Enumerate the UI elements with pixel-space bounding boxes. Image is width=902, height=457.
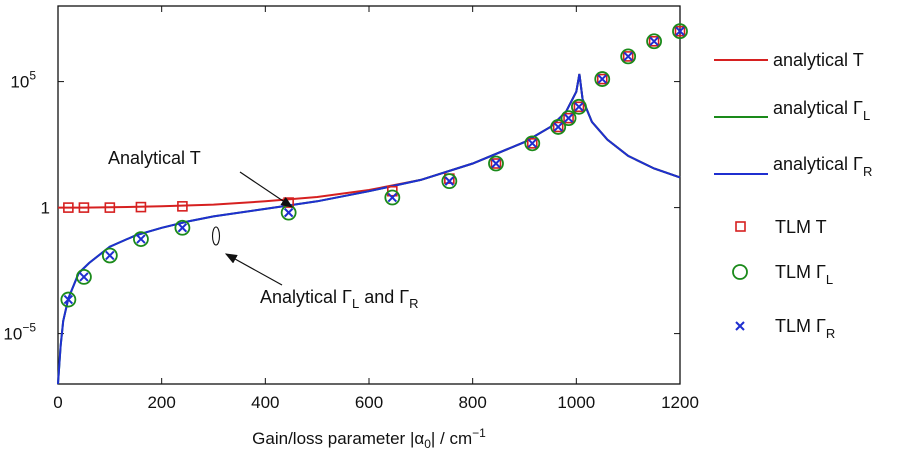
point-tlm-gamma-r <box>63 294 74 305</box>
legend-marker-tlm-t <box>735 221 746 232</box>
x-axis-label: Gain/loss parameter |α0| / cm−1 <box>252 426 486 451</box>
annotation-analytical-t-arrow <box>239 171 293 208</box>
point-tlm-t <box>104 202 116 213</box>
point-tlm-gamma-r <box>527 138 537 149</box>
annotation-analytical-t-text: Analytical T <box>108 148 201 168</box>
legend-label-tlm-gamma-r-base: TLM Γ <box>775 316 826 336</box>
legend-marker-tlm-gamma-r <box>735 321 745 331</box>
legend-label-analytical-gamma-r: analytical ΓR <box>773 154 872 179</box>
point-tlm-t <box>674 25 686 37</box>
point-tlm-t <box>135 201 147 213</box>
point-tlm-t <box>648 35 660 47</box>
x-tick-label: 1000 <box>557 393 595 412</box>
annotation-gamma-sub1: L <box>352 296 359 311</box>
point-tlm-gamma-l <box>101 247 118 264</box>
point-tlm-gamma-l <box>560 110 577 127</box>
point-tlm-t <box>526 138 538 149</box>
point-tlm-gamma-r <box>105 250 115 261</box>
legend-label-analytical-gamma-l: analytical ΓL <box>773 98 870 123</box>
legend-label-tlm-gamma-r-sub: R <box>826 326 835 341</box>
point-tlm-gamma-r <box>623 51 633 62</box>
legend-label-analytical-gamma-l-base: analytical Γ <box>773 98 863 118</box>
point-tlm-gamma-r <box>597 74 607 84</box>
annotation-analytical-gamma: Analytical ΓL and ΓR <box>211 226 419 311</box>
legend-marker-tlm-gamma-l <box>732 264 748 280</box>
legend-label-tlm-gamma-l-base: TLM Γ <box>775 262 826 282</box>
point-tlm-t <box>596 73 608 85</box>
point-tlm-gamma-l <box>571 98 587 115</box>
point-tlm-t <box>78 202 90 213</box>
point-tlm-gamma-r <box>675 26 685 36</box>
point-tlm-t <box>177 201 188 212</box>
x-axis-label-mid: | / cm <box>431 429 472 448</box>
point-tlm-gamma-r <box>649 36 659 46</box>
x-tick-label: 400 <box>251 393 279 412</box>
y-tick-label: 1 <box>41 199 50 218</box>
point-tlm-gamma-r <box>563 113 574 123</box>
point-tlm-gamma-r <box>574 102 584 112</box>
point-tlm-gamma-l <box>60 291 77 308</box>
point-tlm-gamma-r <box>444 176 455 186</box>
annotation-gamma-mid: and Γ <box>359 287 409 307</box>
x-axis-label-pre: Gain/loss parameter |α <box>252 429 424 448</box>
point-tlm-gamma-r <box>387 192 398 203</box>
legend-label-analytical-gamma-r-sub: R <box>863 164 872 179</box>
legend-label-tlm-t: TLM T <box>775 217 827 237</box>
annotation-gamma-sub2: R <box>409 296 418 311</box>
x-axis-label-sup: −1 <box>472 426 486 440</box>
x-tick-label: 800 <box>458 393 486 412</box>
point-tlm-gamma-l <box>488 155 504 172</box>
x-tick-label: 600 <box>355 393 383 412</box>
x-tick-label: 1200 <box>661 393 699 412</box>
annotation-analytical-gamma-text: Analytical ΓL and ΓR <box>260 287 419 311</box>
point-tlm-gamma-l <box>594 71 611 87</box>
annotation-analytical-gamma-arrow <box>224 253 283 286</box>
point-tlm-gamma-l <box>133 231 149 248</box>
x-axis-label-sub: 0 <box>424 437 431 451</box>
y-tick-label: 10−5 <box>3 321 36 344</box>
legend-label-analytical-t: analytical T <box>773 50 864 70</box>
point-tlm-gamma-l <box>76 268 92 285</box>
point-tlm-t <box>490 158 502 169</box>
legend-label-tlm-gamma-r: TLM ΓR <box>775 316 835 341</box>
point-tlm-t <box>552 121 564 133</box>
legend: analytical T analytical ΓL analytical ΓR… <box>714 50 872 341</box>
series-layer <box>57 23 688 385</box>
x-tick-label: 0 <box>53 393 62 412</box>
annotation-gamma-pre: Analytical Γ <box>260 287 352 307</box>
point-tlm-gamma-r <box>553 122 563 132</box>
y-tick-label: 105 <box>10 69 36 92</box>
point-tlm-gamma-l <box>174 219 191 236</box>
point-tlm-gamma-r <box>136 234 146 244</box>
x-tick-label: 200 <box>147 393 175 412</box>
point-tlm-gamma-r <box>491 158 501 169</box>
point-tlm-t <box>622 51 634 62</box>
point-tlm-gamma-r <box>283 207 294 218</box>
point-tlm-gamma-l <box>672 23 688 40</box>
legend-label-tlm-gamma-l-sub: L <box>826 272 833 287</box>
point-tlm-gamma-l <box>384 189 401 206</box>
legend-label-analytical-gamma-l-sub: L <box>863 108 870 123</box>
point-tlm-gamma-l <box>620 48 637 65</box>
point-tlm-gamma-r <box>79 272 89 282</box>
plot-frame <box>57 5 681 385</box>
legend-label-tlm-gamma-l: TLM ΓL <box>775 262 833 287</box>
point-tlm-t <box>63 202 74 213</box>
point-tlm-gamma-l <box>441 173 458 190</box>
point-tlm-gamma-l <box>550 119 567 135</box>
point-tlm-gamma-r <box>177 223 188 233</box>
axis-ticks: 0 200 400 600 800 1000 1200 10−5 1 105 <box>3 6 699 412</box>
legend-label-analytical-gamma-r-base: analytical Γ <box>773 154 863 174</box>
annotation-gamma-ellipse <box>211 226 221 246</box>
point-tlm-gamma-l <box>524 135 541 152</box>
point-tlm-t <box>563 112 574 124</box>
point-tlm-gamma-l <box>646 33 662 50</box>
annotation-analytical-t: Analytical T <box>108 148 293 208</box>
point-tlm-t <box>573 101 585 113</box>
